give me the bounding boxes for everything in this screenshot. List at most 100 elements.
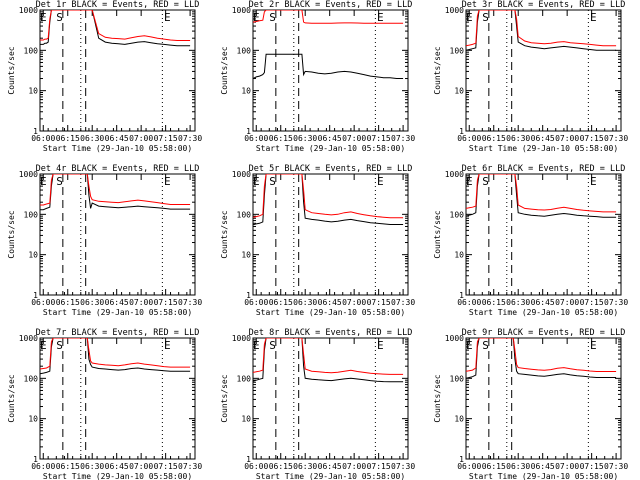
x-tick-label: 06:15 bbox=[56, 298, 80, 307]
x-tick-label: 06:15 bbox=[482, 462, 506, 471]
x-axis-label: Start Time (29-Jan-10 05:58:00) bbox=[469, 472, 618, 480]
event-marker-label: E bbox=[164, 339, 171, 352]
plot-frame bbox=[465, 9, 622, 132]
panel-title: Det 6r BLACK = Events, RED = LLD bbox=[462, 164, 626, 174]
event-marker-label: E bbox=[466, 175, 473, 188]
x-tick-label: 07:00 bbox=[555, 462, 579, 471]
x-tick-label: 06:45 bbox=[318, 298, 342, 307]
y-axis-label: Counts/sec bbox=[433, 46, 442, 94]
plot-frame bbox=[39, 173, 196, 296]
x-tick-label: 07:15 bbox=[367, 298, 391, 307]
event-marker-label: E bbox=[590, 175, 597, 188]
event-marker-label: E bbox=[377, 339, 384, 352]
event-marker-label: S bbox=[56, 175, 63, 188]
x-tick-label: 07:15 bbox=[367, 462, 391, 471]
y-axis-label: Counts/sec bbox=[220, 210, 229, 258]
event-marker-label: S bbox=[56, 11, 63, 24]
x-tick-label: 06:00 bbox=[244, 462, 268, 471]
y-tick-label: 1 bbox=[246, 291, 251, 300]
x-tick-label: 06:30 bbox=[80, 298, 104, 307]
x-tick-label: 06:45 bbox=[105, 462, 129, 471]
x-axis-label: Start Time (29-Jan-10 05:58:00) bbox=[256, 308, 405, 317]
x-tick-label: 06:45 bbox=[318, 462, 342, 471]
event-marker-label: E bbox=[590, 339, 597, 352]
y-tick-label: 1 bbox=[33, 455, 38, 464]
x-tick-label: 06:00 bbox=[244, 298, 268, 307]
event-marker-label: E bbox=[253, 11, 260, 24]
x-tick-label: 07:30 bbox=[178, 462, 202, 471]
x-axis-label: Start Time (29-Jan-10 05:58:00) bbox=[469, 308, 618, 317]
y-tick-label: 10 bbox=[454, 251, 464, 260]
x-axis-label: Start Time (29-Jan-10 05:58:00) bbox=[43, 472, 192, 480]
y-tick-label: 1 bbox=[246, 127, 251, 136]
y-axis-label: Counts/sec bbox=[7, 210, 16, 258]
x-tick-label: 07:00 bbox=[555, 298, 579, 307]
x-tick-label: 07:30 bbox=[604, 462, 628, 471]
event-marker-label: S bbox=[269, 339, 276, 352]
x-tick-label: 06:15 bbox=[269, 462, 293, 471]
detector-panel-5: Det 5r BLACK = Events, RED = LLD 1 10 100 10… bbox=[220, 164, 415, 317]
y-tick-label: 10 bbox=[241, 87, 251, 96]
y-tick-label: 10 bbox=[241, 251, 251, 260]
plot-frame bbox=[252, 337, 409, 460]
plot-frame bbox=[465, 337, 622, 460]
x-tick-label: 06:15 bbox=[56, 134, 80, 143]
y-tick-label: 10 bbox=[28, 87, 38, 96]
x-tick-label: 07:30 bbox=[178, 298, 202, 307]
x-tick-label: 07:30 bbox=[178, 134, 202, 143]
x-tick-label: 07:30 bbox=[391, 462, 415, 471]
y-tick-label: 1000 bbox=[19, 334, 38, 343]
plot-frame bbox=[39, 9, 196, 132]
x-tick-label: 07:30 bbox=[604, 298, 628, 307]
x-axis-label: Start Time (29-Jan-10 05:58:00) bbox=[43, 308, 192, 317]
x-axis-label: Start Time (29-Jan-10 05:58:00) bbox=[256, 144, 405, 153]
panel-title: Det 4r BLACK = Events, RED = LLD bbox=[36, 164, 200, 174]
y-tick-label: 100 bbox=[450, 374, 465, 383]
y-tick-label: 1 bbox=[459, 291, 464, 300]
y-axis-label: Counts/sec bbox=[7, 374, 16, 422]
events-series-line bbox=[466, 174, 617, 218]
y-tick-label: 100 bbox=[237, 374, 252, 383]
x-tick-label: 06:45 bbox=[105, 134, 129, 143]
x-tick-label: 06:00 bbox=[457, 298, 481, 307]
y-tick-label: 100 bbox=[24, 46, 39, 55]
x-axis-label: Start Time (29-Jan-10 05:58:00) bbox=[43, 144, 192, 153]
detector-panel-2: Det 2r BLACK = Events, RED = LLD 1 10 100 10… bbox=[220, 0, 415, 153]
lld-series-line bbox=[253, 338, 404, 375]
panel-title: Det 8r BLACK = Events, RED = LLD bbox=[249, 328, 413, 338]
lld-series-line bbox=[466, 10, 617, 47]
x-tick-label: 07:30 bbox=[391, 298, 415, 307]
lld-series-line bbox=[253, 10, 404, 24]
event-marker-label: E bbox=[253, 339, 260, 352]
event-marker-label: E bbox=[164, 11, 171, 24]
x-tick-label: 06:00 bbox=[457, 462, 481, 471]
events-series-line bbox=[253, 53, 404, 79]
events-series-line bbox=[466, 10, 617, 51]
y-tick-label: 1 bbox=[246, 455, 251, 464]
y-tick-label: 1000 bbox=[232, 170, 251, 179]
y-tick-label: 100 bbox=[24, 374, 39, 383]
event-marker-label: S bbox=[482, 175, 489, 188]
x-tick-label: 07:30 bbox=[391, 134, 415, 143]
x-tick-label: 06:00 bbox=[31, 462, 55, 471]
y-tick-label: 1000 bbox=[232, 334, 251, 343]
x-tick-label: 07:00 bbox=[342, 298, 366, 307]
panel-title: Det 7r BLACK = Events, RED = LLD bbox=[36, 328, 200, 338]
x-tick-label: 07:30 bbox=[604, 134, 628, 143]
y-axis-label: Counts/sec bbox=[433, 210, 442, 258]
y-tick-label: 100 bbox=[450, 210, 465, 219]
y-axis-label: Counts/sec bbox=[220, 374, 229, 422]
plot-frame bbox=[39, 337, 196, 460]
event-marker-label: E bbox=[164, 175, 171, 188]
x-tick-label: 06:00 bbox=[31, 134, 55, 143]
detector-panel-1: Det 1r BLACK = Events, RED = LLD 1 10 100 10… bbox=[7, 0, 202, 153]
y-tick-label: 100 bbox=[450, 46, 465, 55]
y-tick-label: 1 bbox=[459, 455, 464, 464]
x-tick-label: 06:15 bbox=[482, 298, 506, 307]
event-marker-label: E bbox=[40, 339, 47, 352]
y-tick-label: 10 bbox=[454, 415, 464, 424]
event-marker-label: S bbox=[269, 11, 276, 24]
events-series-line bbox=[253, 338, 404, 383]
x-tick-label: 06:30 bbox=[293, 298, 317, 307]
